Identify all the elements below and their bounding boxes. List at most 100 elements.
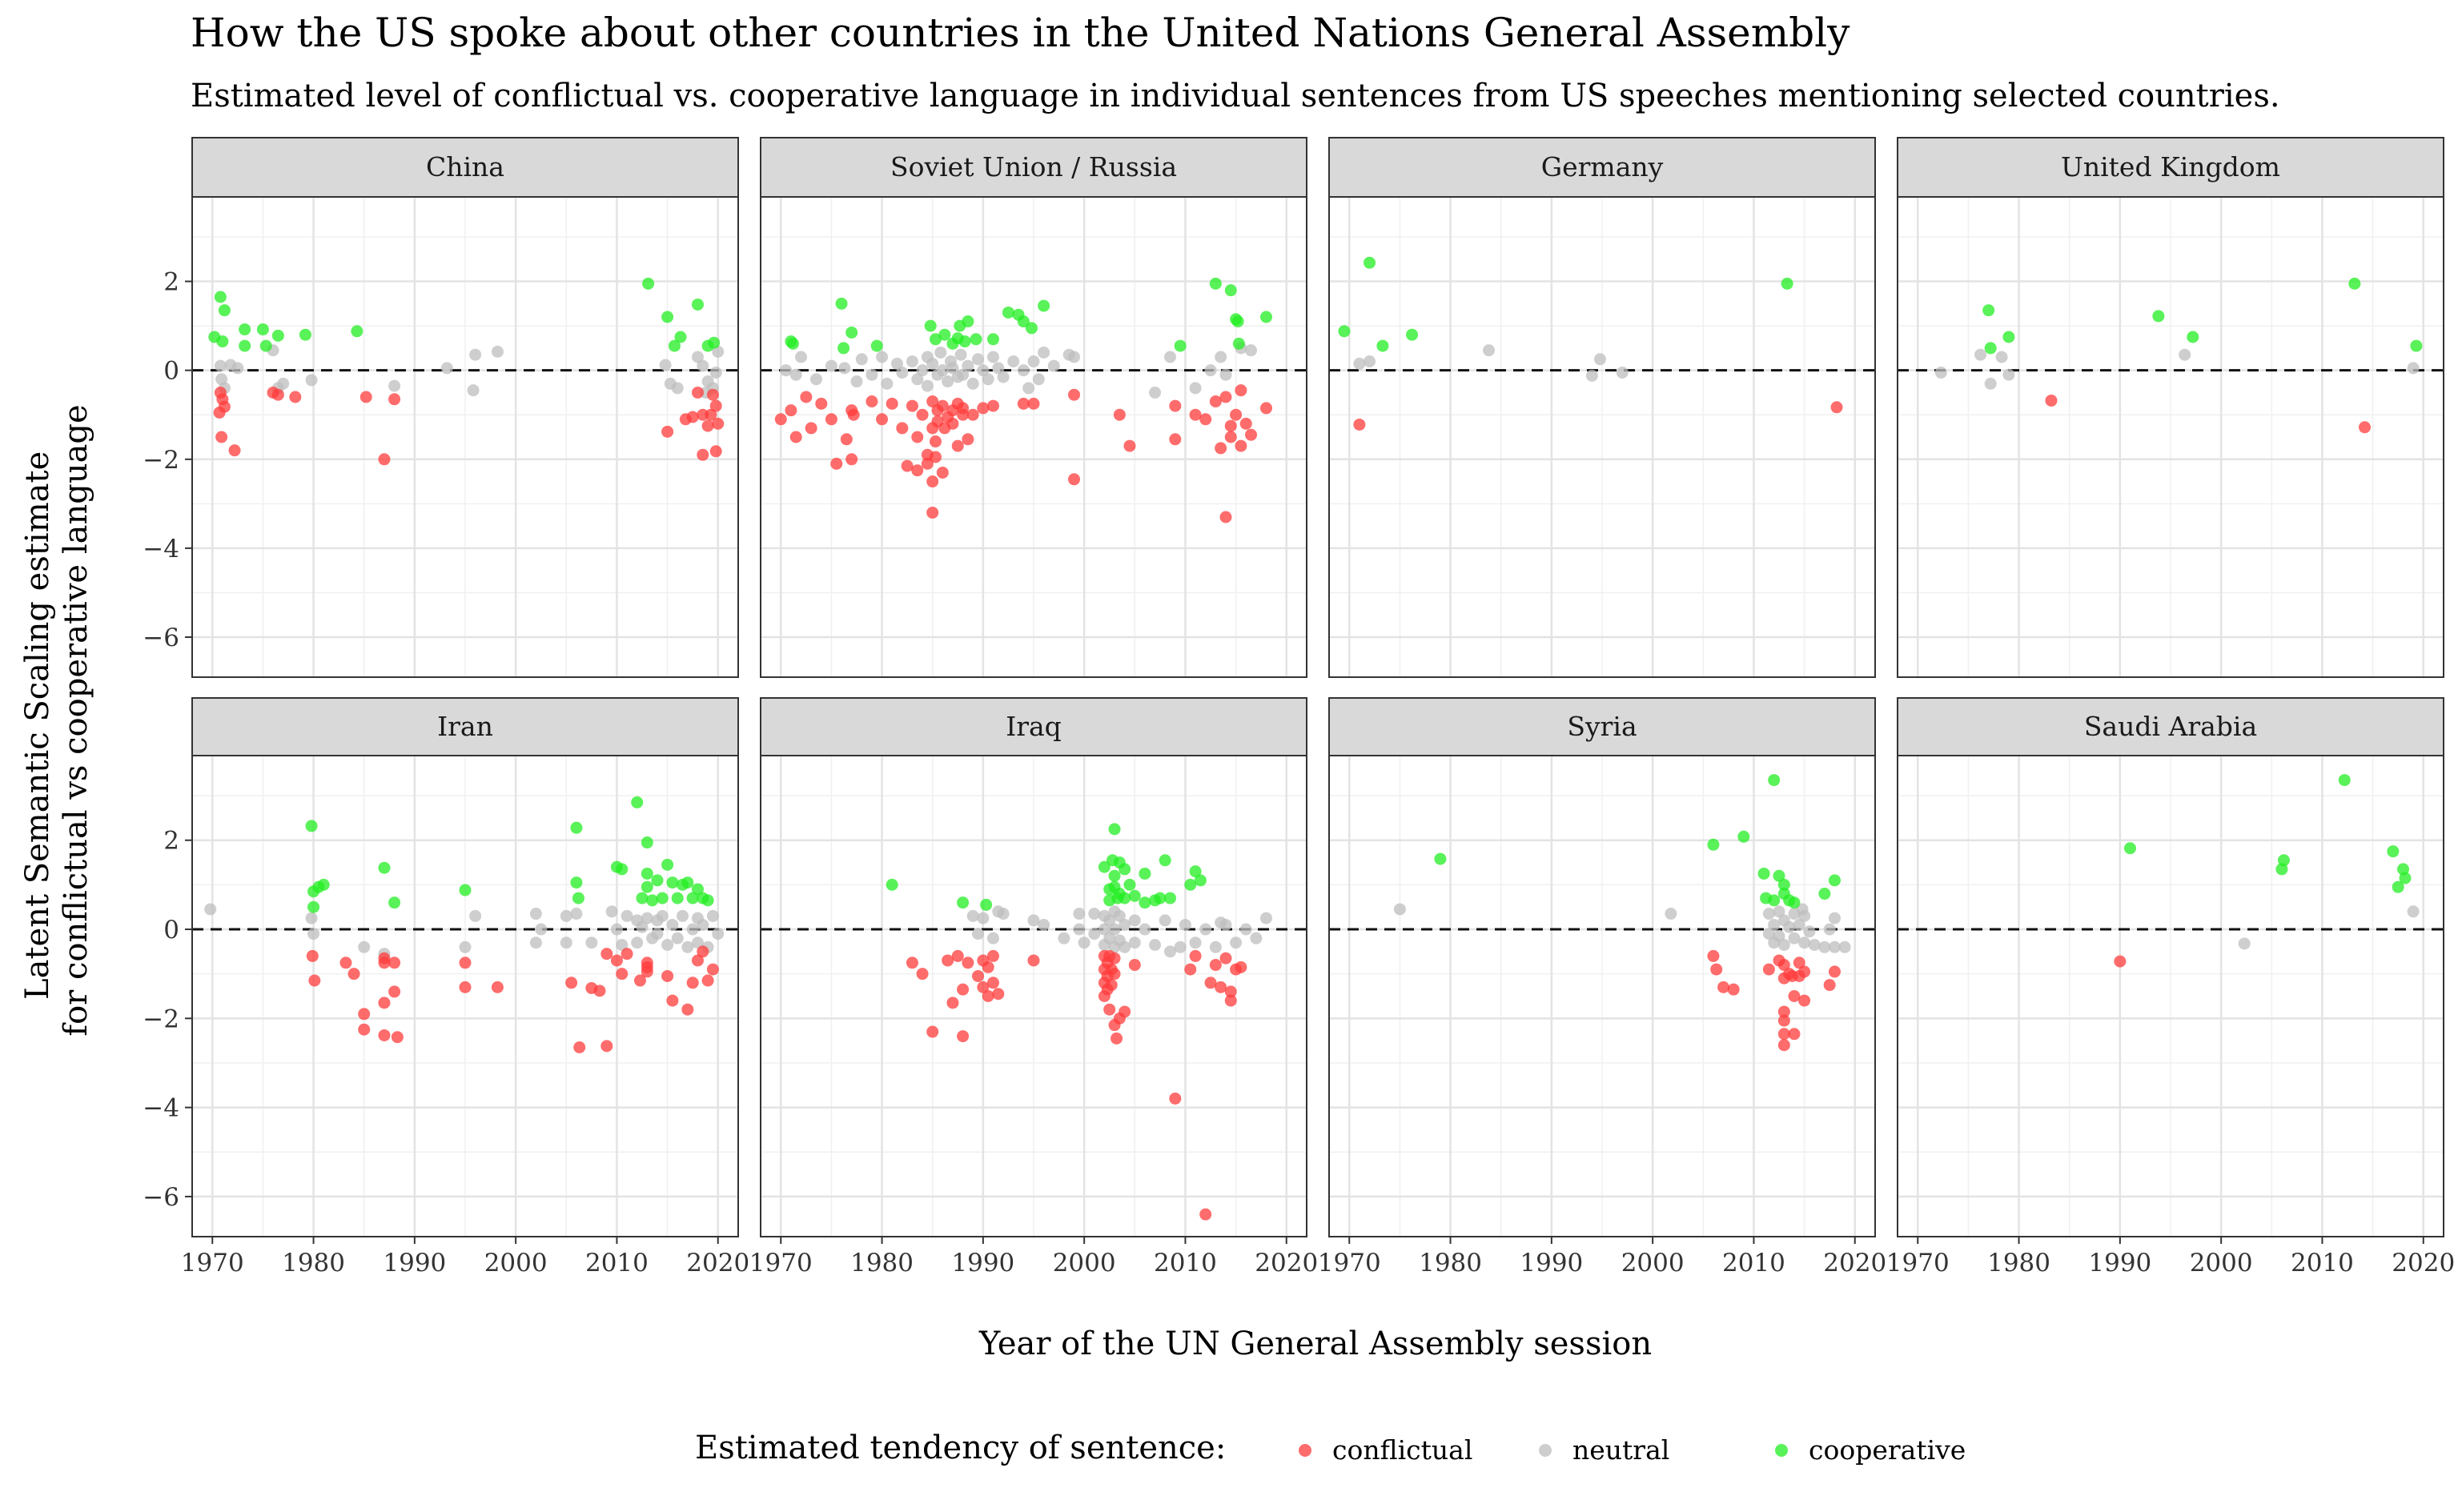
panel-iran-point-cooperative xyxy=(636,892,649,904)
y-axis-title: Latent Semantic Scaling estimate for con… xyxy=(19,404,94,1036)
panel-germany-point-cooperative xyxy=(1376,339,1389,352)
panel-iraq-point-conflictual xyxy=(1111,1032,1123,1045)
panel-iran-point-neutral xyxy=(691,936,704,949)
panel-china-y-tick-label: −6 xyxy=(143,624,179,652)
panel-syria-point-conflictual xyxy=(1777,1014,1790,1027)
panel-iran-point-neutral xyxy=(621,909,633,922)
panel-soviet-union-russia-point-neutral xyxy=(1017,364,1030,377)
legend-label-neutral: neutral xyxy=(1572,1434,1669,1466)
panel-soviet-union-russia-point-conflictual xyxy=(896,422,909,435)
panel-syria-point-neutral xyxy=(1393,903,1406,916)
panel-united-kingdom-point-cooperative xyxy=(1984,342,1997,355)
panel-iraq-point-conflictual xyxy=(957,983,970,996)
panel-soviet-union-russia-point-neutral xyxy=(1245,344,1258,357)
panel-united-kingdom-strip-label: United Kingdom xyxy=(2061,151,2280,182)
panel-iraq-point-neutral xyxy=(1073,923,1086,936)
panel-saudi-arabia-x-tick-label: 1970 xyxy=(1886,1249,1950,1277)
panel-soviet-union-russia-point-neutral xyxy=(1068,351,1081,363)
panel-soviet-union-russia-point-neutral xyxy=(1219,368,1232,381)
panel-iran-point-cooperative xyxy=(681,876,694,889)
panel-saudi-arabia-x-tick-label: 2020 xyxy=(2392,1249,2455,1277)
panel-china-point-cooperative xyxy=(218,304,231,317)
panel-soviet-union-russia-point-cooperative xyxy=(1259,311,1272,323)
panel-iran-point-conflictual xyxy=(681,1003,694,1016)
panel-china-point-neutral xyxy=(231,362,244,375)
panel-soviet-union-russia-point-neutral xyxy=(876,351,889,363)
legend-title: Estimated tendency of sentence: xyxy=(695,1430,1226,1466)
panel-soviet-union-russia-point-neutral xyxy=(916,364,929,377)
panel-soviet-union-russia-point-conflictual xyxy=(789,431,802,443)
panel-soviet-union-russia-point-cooperative xyxy=(962,315,974,328)
panel-iran-point-conflictual xyxy=(610,954,623,967)
panel-saudi-arabia-x-tick-label: 2010 xyxy=(2291,1249,2354,1277)
panel-germany: Germany xyxy=(1328,137,1876,678)
panel-iran-point-neutral xyxy=(204,903,217,916)
panel-china-point-neutral xyxy=(691,351,704,363)
panel-soviet-union-russia-strip xyxy=(760,137,1307,198)
panel-soviet-union-russia-point-cooperative xyxy=(1232,337,1245,350)
x-axis-title: Year of the UN General Assembly session xyxy=(978,1326,1652,1362)
panel-iran-y-tick-label: −6 xyxy=(143,1183,179,1212)
panel-soviet-union-russia-point-neutral xyxy=(780,364,793,377)
panel-soviet-union-russia-point-cooperative xyxy=(786,337,799,350)
panel-china-point-cooperative xyxy=(351,325,363,338)
panel-china-point-conflictual xyxy=(218,400,231,413)
panel-iraq-point-conflictual xyxy=(992,988,1005,1001)
panel-iran-point-cooperative xyxy=(661,858,674,871)
panel-iraq-point-cooperative xyxy=(886,878,898,891)
panel-soviet-union-russia-point-neutral xyxy=(997,371,1010,383)
panel-iraq-point-conflictual xyxy=(1189,949,1202,962)
panel-soviet-union-russia-point-neutral xyxy=(1032,373,1045,386)
panel-iraq-point-cooperative xyxy=(1194,874,1207,887)
panel-iraq-point-neutral xyxy=(1215,916,1227,929)
panel-germany-point-conflictual xyxy=(1830,401,1843,414)
panel-china-point-conflictual xyxy=(709,399,722,412)
panel-syria-point-neutral xyxy=(1768,918,1781,931)
panel-syria-x-tick-label: 1980 xyxy=(1419,1249,1482,1277)
panel-iraq-point-neutral xyxy=(1189,936,1202,949)
panel-iran-point-cooperative xyxy=(570,821,583,834)
panel-iran-point-conflictual xyxy=(491,981,504,993)
panel-syria-point-neutral xyxy=(1762,908,1775,920)
panel-iraq-point-conflictual xyxy=(1204,977,1217,989)
panel-soviet-union-russia-point-neutral xyxy=(977,364,990,377)
panel-germany-border xyxy=(1328,196,1876,678)
panel-soviet-union-russia-point-neutral xyxy=(789,368,802,381)
panel-germany-point-conflictual xyxy=(1353,418,1366,431)
panel-iran-point-conflictual xyxy=(391,1031,404,1044)
panel-iran-point-neutral xyxy=(529,908,542,920)
panel-iran-point-conflictual xyxy=(691,954,704,967)
panel-soviet-union-russia-point-neutral xyxy=(966,377,979,390)
panel-iran-point-conflictual xyxy=(388,957,401,969)
panel-soviet-union-russia-point-neutral xyxy=(1038,346,1050,359)
panel-soviet-union-russia-point-cooperative xyxy=(1209,277,1222,290)
panel-syria-point-neutral xyxy=(1828,940,1841,953)
chart-title: How the US spoke about other countries i… xyxy=(191,10,1850,56)
panel-china-y-tick-label: −4 xyxy=(143,535,179,563)
panel-syria-point-neutral xyxy=(1808,939,1821,952)
panel-soviet-union-russia-point-conflictual xyxy=(1017,397,1030,410)
panel-soviet-union-russia-point-conflictual xyxy=(1027,397,1040,410)
panel-china-y-tick-label: 0 xyxy=(163,357,179,386)
panel-iran-point-conflictual xyxy=(666,994,679,1007)
panel-soviet-union-russia-point-conflictual xyxy=(986,399,999,412)
panel-syria-point-neutral xyxy=(1788,932,1801,944)
panel-china-point-neutral xyxy=(671,382,684,395)
panel-iraq-point-neutral xyxy=(1108,923,1121,936)
panel-iraq-point-neutral xyxy=(1159,914,1171,927)
panel-iran-point-cooperative xyxy=(671,892,684,904)
panel-iraq-point-neutral xyxy=(1139,923,1151,936)
panel-soviet-union-russia-point-conflictual xyxy=(946,417,959,430)
panel-syria-point-cooperative xyxy=(1828,874,1841,887)
panel-iran-point-neutral xyxy=(560,936,572,949)
panel-syria-point-conflictual xyxy=(1777,1005,1790,1018)
panel-soviet-union-russia-point-neutral xyxy=(962,359,974,372)
panel-china-point-cooperative xyxy=(708,336,721,349)
panel-syria-point-neutral xyxy=(1823,923,1836,936)
panel-iraq-point-conflictual xyxy=(1209,959,1222,972)
panel-china-y-tick-label: −2 xyxy=(143,446,179,475)
panel-iran-point-conflictual xyxy=(641,965,653,978)
panel-soviet-union-russia-point-cooperative xyxy=(986,333,999,346)
panel-iran-x-tick-label: 1990 xyxy=(383,1249,446,1277)
panel-iran-point-cooperative xyxy=(646,894,659,907)
